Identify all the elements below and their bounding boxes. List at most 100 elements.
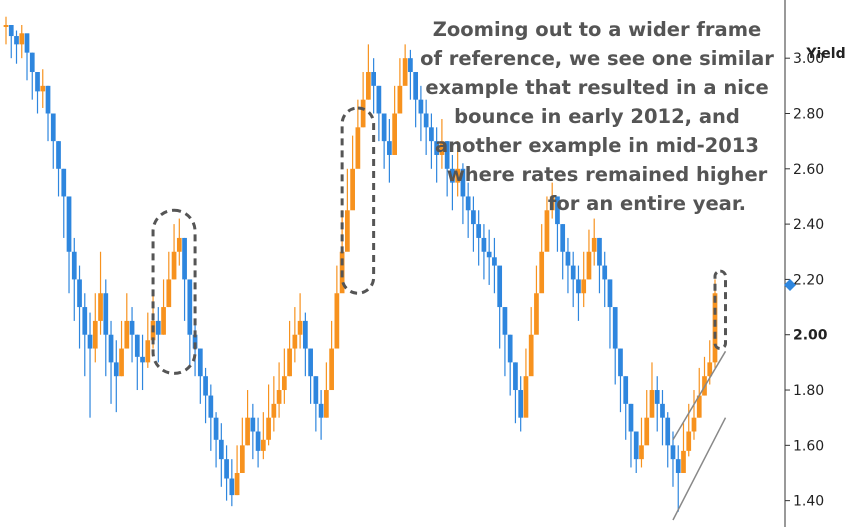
- price-bar-5: [29, 52, 35, 73]
- price-bar-21: [113, 362, 119, 377]
- price-bar-98: [518, 390, 524, 418]
- price-bar-103: [544, 210, 550, 252]
- price-bar-69: [366, 72, 371, 100]
- price-bar-78: [413, 72, 419, 100]
- price-bar-63: [334, 293, 340, 349]
- channel-lower-line: [672, 417, 727, 521]
- price-bar-116: [612, 307, 618, 349]
- y-tick-label-6: 1.80: [793, 383, 824, 399]
- price-bar-125: [660, 403, 665, 418]
- price-bar-59: [313, 376, 319, 404]
- price-bar-120: [633, 431, 639, 460]
- price-bar-46: [245, 417, 250, 446]
- price-bar-24: [129, 320, 135, 335]
- price-bar-89: [471, 210, 476, 225]
- price-bar-88: [465, 196, 471, 211]
- price-bar-86: [455, 168, 461, 183]
- price-bar-67: [355, 127, 361, 169]
- price-bar-112: [591, 237, 597, 252]
- price-bar-110: [581, 279, 587, 294]
- price-bar-61: [323, 390, 329, 418]
- y-tick-label-4: 2.20: [793, 272, 824, 288]
- price-bar-65: [345, 210, 350, 252]
- price-bar-62: [329, 348, 334, 391]
- price-bar-15: [82, 307, 88, 335]
- price-bar-127: [670, 445, 676, 460]
- price-bar-108: [570, 265, 576, 280]
- price-bar-11: [61, 168, 67, 197]
- price-bar-77: [408, 58, 413, 73]
- price-bar-124: [654, 390, 660, 404]
- price-bar-52: [276, 390, 282, 404]
- price-bar-129: [681, 450, 686, 473]
- price-bar-87: [460, 168, 466, 197]
- price-bar-60: [318, 403, 324, 418]
- price-bar-102: [539, 251, 545, 294]
- plot-area: [3, 16, 718, 512]
- annotation-line-1: of reference, we see one similar: [420, 47, 774, 70]
- price-bar-75: [397, 85, 403, 114]
- price-bar-99: [523, 376, 529, 418]
- price-bar-38: [203, 376, 208, 396]
- price-bar-19: [103, 293, 109, 335]
- price-bar-4: [24, 33, 30, 53]
- price-bar-92: [486, 251, 492, 258]
- price-bar-83: [439, 141, 445, 155]
- y-tick-label-7: 1.60: [793, 438, 824, 454]
- price-bar-74: [392, 113, 398, 155]
- price-bar-47: [250, 417, 256, 432]
- price-bar-115: [607, 279, 613, 308]
- price-bar-76: [402, 58, 408, 86]
- price-bar-33: [176, 237, 182, 252]
- price-bar-12: [66, 196, 72, 252]
- price-bar-14: [77, 279, 82, 308]
- price-bar-3: [19, 33, 25, 45]
- price-bar-55: [292, 334, 298, 349]
- price-bar-35: [187, 279, 193, 335]
- price-bar-122: [644, 417, 650, 446]
- annotation-line-6: for an entire year.: [548, 192, 746, 215]
- y-axis-label: Yield: [805, 46, 845, 62]
- price-bar-111: [586, 251, 592, 280]
- price-bar-119: [628, 403, 634, 432]
- price-bar-53: [281, 376, 287, 391]
- price-bar-80: [423, 113, 429, 128]
- price-bar-32: [171, 251, 177, 280]
- price-bar-109: [576, 279, 581, 294]
- price-bar-101: [534, 293, 539, 335]
- price-bar-30: [161, 307, 166, 335]
- y-tick-label-8: 1.40: [793, 494, 824, 510]
- price-bar-39: [208, 395, 214, 418]
- price-bar-126: [665, 417, 671, 446]
- price-bar-13: [71, 251, 77, 280]
- price-bar-107: [565, 251, 571, 266]
- price-bar-31: [166, 279, 172, 308]
- price-bar-57: [302, 320, 308, 349]
- price-bar-97: [513, 362, 518, 391]
- price-bar-10: [56, 141, 61, 169]
- price-bar-100: [528, 334, 534, 377]
- price-bar-37: [197, 348, 203, 377]
- price-bar-8: [45, 85, 51, 114]
- price-bar-117: [618, 348, 623, 377]
- annotation-line-5: where rates remained higher: [447, 163, 768, 186]
- price-bar-135: [712, 293, 718, 363]
- price-bar-20: [108, 334, 114, 363]
- price-bar-54: [287, 348, 292, 377]
- price-bar-82: [434, 141, 440, 155]
- annotation-text: Zooming out to a wider frame of reference…: [420, 18, 774, 215]
- price-bar-106: [560, 224, 566, 252]
- price-bar-49: [260, 439, 266, 451]
- price-bar-130: [686, 431, 692, 451]
- price-bar-132: [696, 395, 702, 418]
- price-bar-79: [418, 99, 424, 114]
- price-bar-27: [145, 340, 151, 363]
- price-bar-40: [213, 417, 219, 440]
- price-bar-9: [50, 113, 56, 142]
- price-bar-68: [360, 99, 366, 128]
- price-bar-17: [92, 320, 98, 349]
- price-bar-123: [649, 390, 655, 418]
- y-tick-label-3: 2.40: [793, 217, 824, 233]
- price-bar-121: [639, 445, 644, 460]
